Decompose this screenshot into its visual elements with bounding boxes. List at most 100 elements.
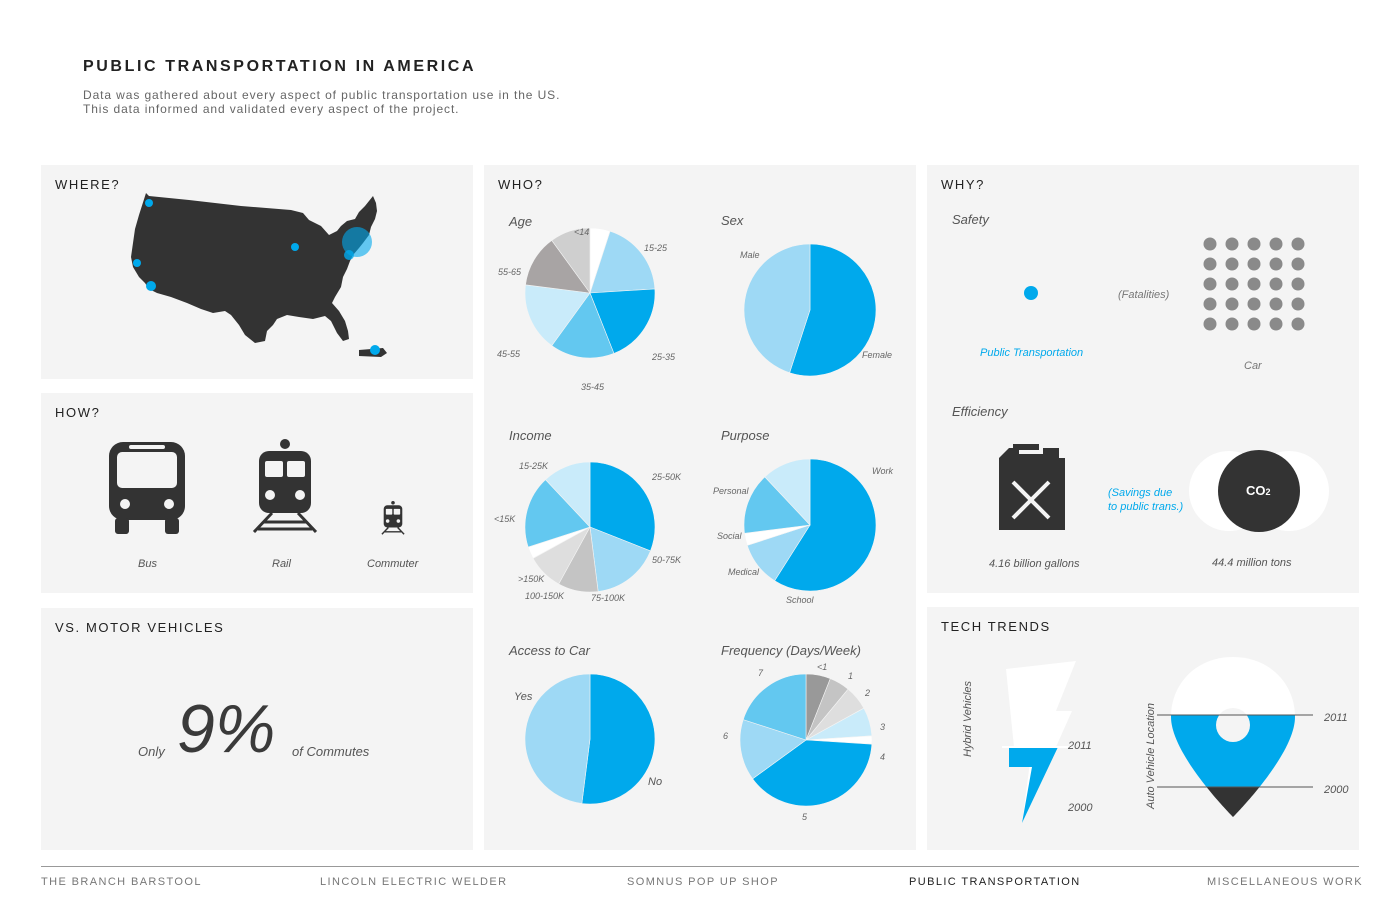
pie-purpose xyxy=(743,458,877,592)
pie-income-label-75-100k: 75-100K xyxy=(591,593,626,603)
pie-age-label-55-65: 55-65 xyxy=(498,267,522,277)
chart-title-age: Age xyxy=(509,214,533,229)
car-fatality-dot xyxy=(1291,237,1305,251)
vs-title: VS. MOTOR VEHICLES xyxy=(55,620,225,635)
tech-title: TECH TRENDS xyxy=(941,619,1051,634)
car-fatality-dot xyxy=(1225,237,1239,251)
pie-income-label-25-50k: 25-50K xyxy=(652,472,682,482)
pie-access xyxy=(524,673,656,805)
pie-slice-yes xyxy=(524,673,591,804)
car-label: Car xyxy=(1244,360,1262,372)
savings-line-1: (Savings due xyxy=(1108,487,1173,499)
car-fatality-dot xyxy=(1247,277,1261,291)
page-title: PUBLIC TRANSPORTATION IN AMERICA xyxy=(83,58,477,75)
subtitle-line-1: Data was gathered about every aspect of … xyxy=(83,88,561,102)
pie-slice-45-55 xyxy=(524,284,591,347)
car-fatality-dot xyxy=(1247,257,1261,271)
pie-frequency-label-5: 5 xyxy=(802,812,808,822)
pie-frequency-label-2: 2 xyxy=(865,688,871,698)
co2-subscript: 2 xyxy=(1265,487,1271,497)
pie-slice-work xyxy=(774,458,877,592)
pie-slice--1 xyxy=(805,673,831,741)
nav-lincoln-electric-welder[interactable]: LINCOLN ELECTRIC WELDER xyxy=(320,876,508,888)
nav-branch-barstool[interactable]: THE BRANCH BARSTOOL xyxy=(41,876,202,888)
car-fatality-dot xyxy=(1269,297,1283,311)
pie-income xyxy=(524,461,656,593)
savings-line-2: to public trans.) xyxy=(1108,501,1184,513)
pie-age-label-45-55: 45-55 xyxy=(497,349,521,359)
pie-slice-15-25k xyxy=(545,461,591,528)
location-dot-sf xyxy=(133,259,141,267)
where-panel: WHERE? xyxy=(41,165,473,379)
pie-slice-3 xyxy=(805,707,873,741)
pie-purpose-label-medical: Medical xyxy=(728,567,760,577)
pie-income-label-150k: >150K xyxy=(518,574,545,584)
tech-panel: TECH TRENDS Hybrid Vehicles 2011 2000 Au… xyxy=(927,607,1359,850)
pie-income-label-50-75k: 50-75K xyxy=(652,555,682,565)
car-fatality-dot xyxy=(1269,277,1283,291)
location-year-2000: 2000 xyxy=(1324,784,1349,796)
where-title: WHERE? xyxy=(55,177,121,192)
subtitle-line-2: This data informed and validated every a… xyxy=(83,102,460,116)
vs-suffix: of Commutes xyxy=(292,744,370,759)
chart-title-access: Access to Car xyxy=(509,643,590,658)
pie-slice-social xyxy=(743,476,811,534)
pie-purpose-label-work: Work xyxy=(872,466,893,476)
pie-slice-75-100k xyxy=(558,526,599,593)
car-fatality-dot xyxy=(1203,257,1217,271)
vs-percentage: 9% xyxy=(177,691,276,767)
pie-purpose-label-social: Social xyxy=(717,531,742,541)
pie-slice-25-35 xyxy=(589,288,656,354)
car-fatality-dots xyxy=(1203,237,1305,331)
co2-label: CO2 xyxy=(1246,483,1271,498)
safety-label: Safety xyxy=(952,212,989,227)
pie-frequency-label-4: 4 xyxy=(880,752,886,762)
car-fatality-dot xyxy=(1225,257,1239,271)
pie-slice-25-50k xyxy=(589,461,656,552)
pie-slice--15k xyxy=(524,479,591,548)
car-fatality-dot xyxy=(1247,237,1261,251)
chart-title-income: Income xyxy=(509,428,552,443)
location-dot-puerto-rico xyxy=(370,345,380,355)
who-panel: WHO? Age <14 15-25 25-35 35-45 45-55 55-… xyxy=(484,165,916,850)
car-fatality-dot xyxy=(1269,237,1283,251)
pie-slice-medical xyxy=(744,524,811,546)
pie-frequency-label-1: 1 xyxy=(848,671,854,681)
pie-access-label-yes: Yes xyxy=(514,691,533,703)
pie-purpose-label-school: School xyxy=(786,595,814,605)
mode-label-bus: Bus xyxy=(138,558,157,570)
location-dot-la xyxy=(146,281,156,291)
location-dot-seattle xyxy=(145,199,153,207)
car-fatality-dot xyxy=(1203,297,1217,311)
car-fatality-dot xyxy=(1291,297,1305,311)
car-fatality-dot xyxy=(1203,317,1217,331)
pie-age xyxy=(524,227,656,359)
gallons-value: 4.16 billion gallons xyxy=(989,558,1080,570)
public-transportation-label: Public Transportation xyxy=(980,347,1084,359)
car-fatality-dot xyxy=(1269,257,1283,271)
pie-slice--150k xyxy=(527,526,591,559)
commuter-icon xyxy=(381,501,405,535)
pie-age-label-<14: <14 xyxy=(574,227,590,237)
chart-title-sex: Sex xyxy=(721,213,744,228)
pie-slice-4 xyxy=(805,735,873,745)
nav-somnus-pop-up-shop[interactable]: SOMNUS POP UP SHOP xyxy=(627,876,779,888)
efficiency-label: Efficiency xyxy=(952,404,1008,419)
chart-title-purpose: Purpose xyxy=(721,428,770,443)
location-year-2011: 2011 xyxy=(1324,712,1348,724)
pie-frequency-label-7: 7 xyxy=(758,668,764,678)
hybrid-vehicles-label: Hybrid Vehicles xyxy=(962,680,974,757)
why-panel: WHY? Safety (Fatalities) Public Transpor… xyxy=(927,165,1359,593)
co2-text: CO xyxy=(1246,483,1266,498)
public-fatality-dot xyxy=(1024,286,1038,300)
nav-public-transportation[interactable]: PUBLIC TRANSPORTATION xyxy=(909,876,1081,888)
pie-slice-35-45 xyxy=(551,292,615,359)
us-map xyxy=(131,193,387,357)
fuel-can-icon xyxy=(999,444,1065,530)
how-title: HOW? xyxy=(55,405,101,420)
car-fatality-dot xyxy=(1225,277,1239,291)
pie-frequency xyxy=(739,673,873,807)
pie-income-label-15-25k: 15-25K xyxy=(519,461,549,471)
nav-miscellaneous-work[interactable]: MISCELLANEOUS WORK xyxy=(1207,876,1364,888)
how-panel: HOW? Bus Rail Commuter xyxy=(41,393,473,593)
